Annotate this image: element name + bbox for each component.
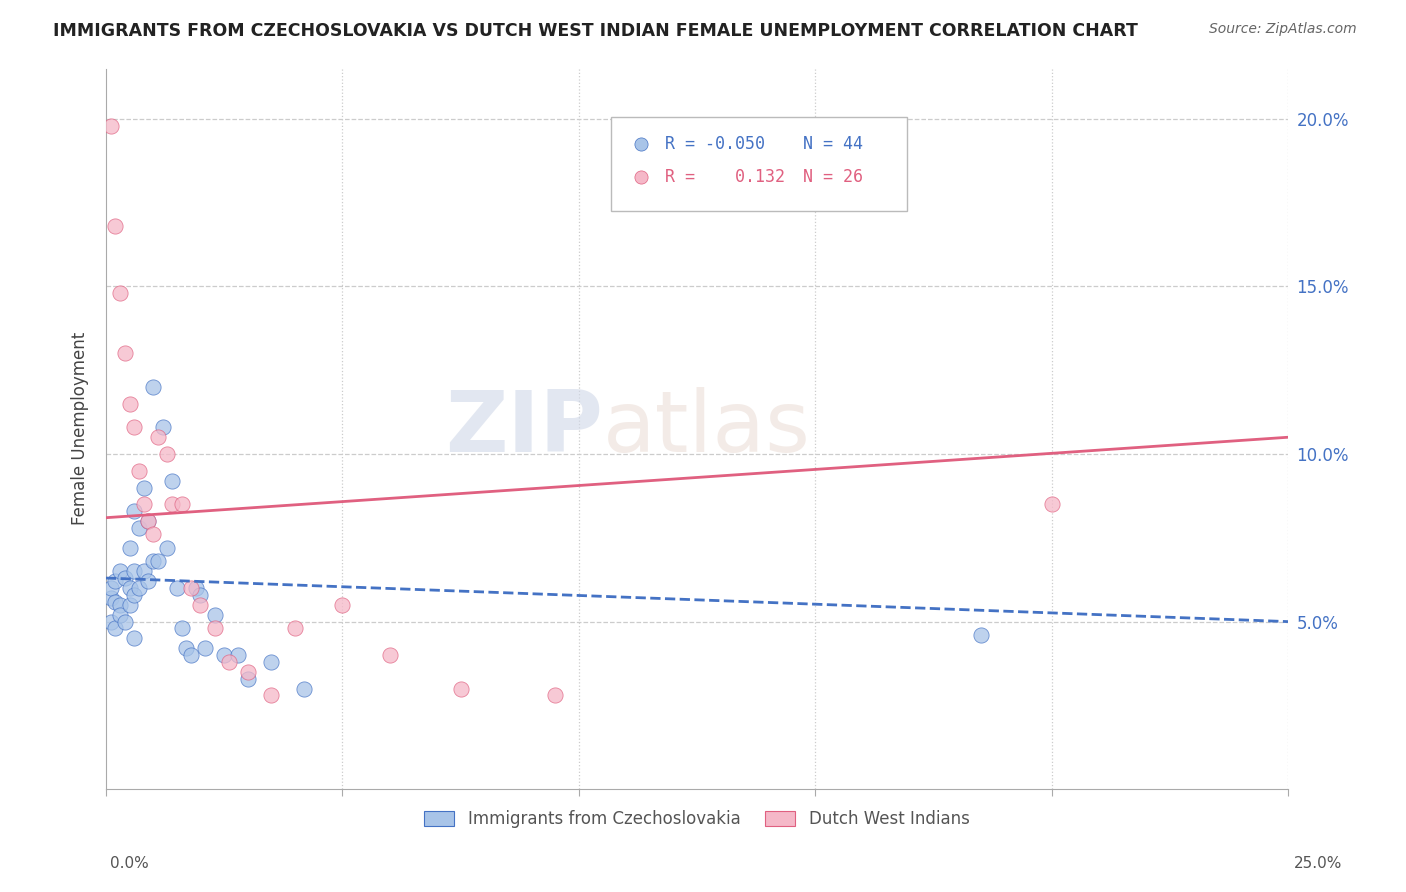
Point bbox=[108, 607, 131, 622]
Y-axis label: Female Unemployment: Female Unemployment bbox=[72, 332, 89, 525]
Text: N = 44: N = 44 bbox=[803, 136, 863, 153]
Point bbox=[100, 591, 122, 606]
Point bbox=[118, 541, 141, 555]
Point bbox=[236, 672, 259, 686]
FancyBboxPatch shape bbox=[610, 117, 907, 211]
Point bbox=[450, 681, 472, 696]
Point bbox=[118, 581, 141, 595]
Point bbox=[124, 632, 146, 646]
Point bbox=[114, 346, 136, 360]
Point bbox=[138, 574, 160, 589]
Point bbox=[190, 588, 212, 602]
Point bbox=[114, 571, 136, 585]
Text: Source: ZipAtlas.com: Source: ZipAtlas.com bbox=[1209, 22, 1357, 37]
Point bbox=[212, 648, 235, 662]
Point bbox=[128, 521, 150, 535]
Text: N = 26: N = 26 bbox=[803, 168, 863, 186]
Point bbox=[260, 655, 283, 669]
Point bbox=[142, 527, 165, 541]
Point bbox=[184, 581, 207, 595]
Point bbox=[128, 464, 150, 478]
Point bbox=[156, 541, 179, 555]
Point bbox=[226, 648, 249, 662]
Point bbox=[100, 615, 122, 629]
Point bbox=[104, 594, 127, 608]
Point bbox=[160, 497, 183, 511]
Point bbox=[194, 641, 217, 656]
Point bbox=[204, 607, 226, 622]
Text: IMMIGRANTS FROM CZECHOSLOVAKIA VS DUTCH WEST INDIAN FEMALE UNEMPLOYMENT CORRELAT: IMMIGRANTS FROM CZECHOSLOVAKIA VS DUTCH … bbox=[53, 22, 1139, 40]
Point bbox=[128, 581, 150, 595]
Point bbox=[132, 565, 155, 579]
Point bbox=[138, 514, 160, 528]
Point bbox=[544, 689, 567, 703]
Point bbox=[378, 648, 401, 662]
Point bbox=[166, 581, 188, 595]
Point bbox=[104, 219, 127, 233]
Point bbox=[260, 689, 283, 703]
Point bbox=[204, 621, 226, 635]
Point bbox=[100, 581, 122, 595]
Point bbox=[180, 581, 202, 595]
Point bbox=[146, 554, 169, 568]
Point bbox=[108, 565, 131, 579]
Point bbox=[190, 598, 212, 612]
Point bbox=[180, 648, 202, 662]
Point bbox=[142, 380, 165, 394]
Text: 25.0%: 25.0% bbox=[1295, 856, 1343, 871]
Point bbox=[118, 598, 141, 612]
Point bbox=[218, 655, 240, 669]
Point bbox=[124, 588, 146, 602]
Point bbox=[104, 574, 127, 589]
Point bbox=[100, 119, 122, 133]
Text: atlas: atlas bbox=[602, 387, 810, 470]
Point bbox=[104, 621, 127, 635]
Point bbox=[132, 497, 155, 511]
Text: R =    0.132: R = 0.132 bbox=[665, 168, 785, 186]
Text: R = -0.050: R = -0.050 bbox=[665, 136, 765, 153]
Point bbox=[170, 497, 193, 511]
Point bbox=[146, 430, 169, 444]
Text: 0.0%: 0.0% bbox=[110, 856, 149, 871]
Point bbox=[108, 286, 131, 301]
Point bbox=[330, 598, 353, 612]
Point bbox=[138, 514, 160, 528]
Point bbox=[114, 615, 136, 629]
Point bbox=[294, 681, 316, 696]
Point bbox=[124, 504, 146, 518]
Point bbox=[124, 420, 146, 434]
Point bbox=[156, 447, 179, 461]
Point bbox=[108, 598, 131, 612]
Point bbox=[1040, 497, 1063, 511]
Point bbox=[152, 420, 174, 434]
Point bbox=[284, 621, 307, 635]
Legend: Immigrants from Czechoslovakia, Dutch West Indians: Immigrants from Czechoslovakia, Dutch We… bbox=[418, 804, 976, 835]
Point bbox=[174, 641, 197, 656]
Point bbox=[142, 554, 165, 568]
Point bbox=[170, 621, 193, 635]
Text: ZIP: ZIP bbox=[444, 387, 602, 470]
Point bbox=[969, 628, 991, 642]
Point bbox=[124, 565, 146, 579]
Point bbox=[118, 397, 141, 411]
Point bbox=[132, 481, 155, 495]
Point bbox=[236, 665, 259, 679]
Point bbox=[160, 474, 183, 488]
